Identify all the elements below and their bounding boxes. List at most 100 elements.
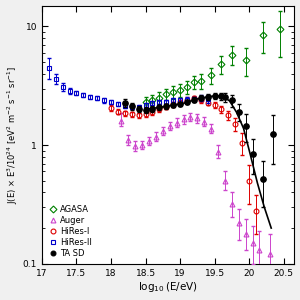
TA SD: [164, 105, 168, 108]
Auger: [268, 253, 272, 256]
HiRes-I: [116, 110, 120, 113]
AGASA: [178, 88, 182, 92]
AGASA: [199, 79, 202, 83]
HiRes-II: [171, 99, 175, 102]
TA SD: [272, 132, 275, 135]
HiRes-I: [199, 99, 202, 102]
HiRes-II: [102, 99, 106, 102]
HiRes-I: [247, 179, 251, 183]
HiRes-II: [109, 100, 113, 104]
TA SD: [261, 177, 265, 181]
HiRes-I: [178, 100, 182, 104]
Auger: [230, 202, 234, 206]
Auger: [223, 179, 227, 183]
HiRes-II: [185, 98, 189, 101]
Line: HiRes-II: HiRes-II: [46, 65, 210, 109]
TA SD: [199, 96, 202, 100]
Auger: [251, 241, 254, 245]
TA SD: [137, 107, 140, 111]
HiRes-I: [144, 112, 147, 116]
TA SD: [158, 106, 161, 109]
TA SD: [230, 99, 234, 102]
HiRes-II: [82, 93, 85, 97]
HiRes-I: [192, 97, 196, 100]
Y-axis label: J(E) $\times$ E$^3$/10$^{24}$ [eV$^2$ m$^{-2}$ s$^{-1}$ sr$^{-1}$]: J(E) $\times$ E$^3$/10$^{24}$ [eV$^2$ m$…: [6, 65, 20, 204]
TA SD: [223, 95, 227, 99]
HiRes-I: [109, 106, 113, 110]
Auger: [127, 138, 130, 142]
HiRes-I: [123, 112, 127, 115]
HiRes-II: [192, 97, 196, 101]
Auger: [154, 135, 158, 138]
HiRes-I: [220, 108, 223, 111]
HiRes-II: [164, 100, 168, 103]
HiRes-I: [254, 209, 258, 212]
Auger: [161, 129, 165, 133]
AGASA: [278, 27, 282, 31]
HiRes-II: [199, 97, 202, 100]
AGASA: [230, 53, 234, 56]
HiRes-II: [75, 91, 78, 95]
Auger: [175, 121, 178, 124]
Auger: [216, 150, 220, 154]
HiRes-I: [151, 110, 154, 114]
Auger: [244, 232, 247, 235]
HiRes-II: [54, 77, 58, 81]
TA SD: [244, 124, 247, 128]
AGASA: [171, 90, 175, 94]
HiRes-I: [158, 108, 161, 111]
TA SD: [220, 94, 223, 98]
HiRes-II: [88, 95, 92, 99]
HiRes-II: [144, 103, 147, 107]
Auger: [209, 127, 213, 130]
TA SD: [144, 108, 147, 112]
HiRes-II: [61, 85, 64, 88]
AGASA: [144, 100, 147, 104]
Line: HiRes-I: HiRes-I: [109, 96, 259, 213]
HiRes-I: [171, 103, 175, 106]
TA SD: [178, 102, 182, 106]
TA SD: [123, 101, 127, 104]
Line: TA SD: TA SD: [122, 93, 276, 182]
HiRes-I: [240, 141, 244, 144]
AGASA: [164, 92, 168, 96]
HiRes-II: [123, 104, 127, 107]
TA SD: [130, 105, 134, 108]
TA SD: [213, 94, 216, 98]
HiRes-II: [95, 97, 99, 100]
Auger: [202, 120, 206, 123]
HiRes-II: [116, 102, 120, 106]
Legend: AGASA, Auger, HiRes-I, HiRes-II, TA SD: AGASA, Auger, HiRes-I, HiRes-II, TA SD: [46, 203, 94, 260]
HiRes-II: [137, 105, 140, 109]
Auger: [147, 140, 151, 143]
Auger: [182, 118, 185, 121]
HiRes-II: [158, 100, 161, 103]
AGASA: [244, 58, 247, 62]
HiRes-II: [178, 98, 182, 102]
HiRes-I: [213, 103, 216, 107]
TA SD: [251, 152, 254, 155]
AGASA: [209, 73, 213, 77]
AGASA: [185, 85, 189, 88]
Auger: [189, 116, 192, 119]
Auger: [120, 119, 123, 123]
HiRes-II: [47, 66, 51, 69]
HiRes-II: [151, 101, 154, 104]
HiRes-I: [226, 114, 230, 117]
Line: Auger: Auger: [119, 115, 272, 257]
AGASA: [261, 33, 265, 37]
Auger: [134, 144, 137, 148]
Auger: [258, 248, 261, 252]
X-axis label: $\log_{10}$(E/eV): $\log_{10}$(E/eV): [138, 280, 198, 294]
Auger: [237, 221, 241, 225]
AGASA: [158, 96, 161, 100]
Auger: [140, 143, 144, 147]
Auger: [196, 117, 199, 120]
AGASA: [192, 80, 196, 84]
HiRes-II: [68, 89, 71, 93]
HiRes-I: [206, 101, 209, 104]
HiRes-I: [130, 112, 134, 116]
AGASA: [151, 98, 154, 102]
HiRes-I: [185, 98, 189, 101]
HiRes-II: [130, 105, 134, 109]
